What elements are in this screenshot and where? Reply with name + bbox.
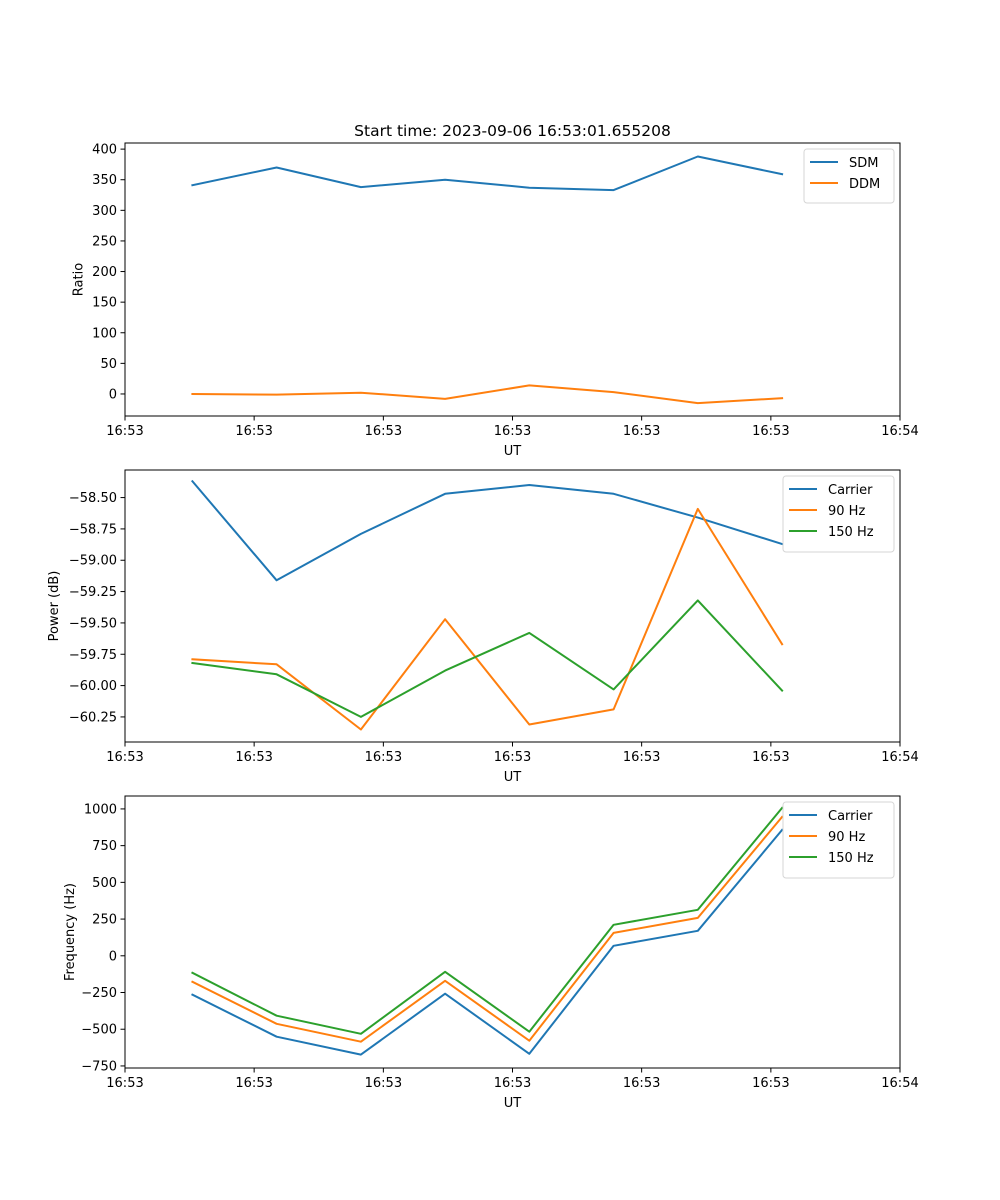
series-line-carrier [190, 479, 784, 582]
x-tick-label: 16:54 [881, 750, 918, 765]
x-tick-label: 16:53 [365, 424, 402, 439]
legend-label: Carrier [828, 809, 873, 824]
legend: Carrier 90 Hz 150 Hz [782, 801, 895, 879]
y-tick-label: 350 [92, 173, 117, 188]
y-tick-label: −59.75 [69, 648, 117, 663]
series-line-sdm [191, 155, 784, 192]
x-tick-label: 16:53 [365, 1076, 402, 1091]
y-tick-label: −59.25 [69, 585, 117, 600]
y-tick-label: −60.25 [69, 710, 117, 725]
legend-label: 90 Hz [828, 830, 865, 845]
y-tick-label: 0 [109, 949, 117, 964]
y-tick-label: 250 [92, 234, 117, 249]
x-tick-label: 16:53 [494, 424, 531, 439]
subplot-1: 16:53 16:53 16:53 16:53 16:53 16:53 16:54 UT 0 50… [71, 142, 919, 459]
x-tick-label: 16:53 [235, 750, 272, 765]
y-tick-label: 300 [92, 204, 117, 219]
legend-box [782, 801, 895, 879]
subplot-3: 16:53 16:53 16:53 16:53 16:53 16:53 16:54 UT −75… [63, 795, 919, 1111]
y-tick-label: 250 [92, 913, 117, 928]
series-line-carrier [191, 828, 784, 1056]
x-tick-label: 16:54 [881, 1076, 918, 1091]
y-axis-label: Ratio [71, 263, 86, 296]
x-tick-label: 16:53 [106, 750, 143, 765]
y-tick-label: 500 [92, 876, 117, 891]
legend-label: 150 Hz [828, 851, 874, 866]
series-line-150-hz [191, 599, 784, 718]
y-tick-label: −58.50 [69, 491, 117, 506]
y-tick-label: 1000 [84, 802, 117, 817]
x-tick-label: 16:53 [365, 750, 402, 765]
x-tick-label: 16:53 [106, 424, 143, 439]
x-tick-label: 16:53 [623, 1076, 660, 1091]
y-tick-label: −750 [81, 1059, 117, 1074]
y-tick-label: 100 [92, 326, 117, 341]
x-tick-label: 16:53 [494, 1076, 531, 1091]
y-tick-label: 50 [100, 357, 117, 372]
x-tick-label: 16:53 [106, 1076, 143, 1091]
y-tick-label: 150 [92, 296, 117, 311]
x-tick-label: 16:53 [235, 424, 272, 439]
legend-label: DDM [849, 177, 880, 192]
y-tick-label: −59.00 [69, 554, 117, 569]
legend-box [782, 475, 895, 553]
y-tick-label: 0 [109, 387, 117, 402]
x-tick-label: 16:53 [752, 424, 789, 439]
x-axis-label: UT [504, 444, 522, 459]
legend-label: Carrier [828, 483, 873, 498]
x-axis-label: UT [504, 1096, 522, 1111]
y-tick-label: −58.75 [69, 522, 117, 537]
subplot-2: 16:53 16:53 16:53 16:53 16:53 16:53 16:54 UT −60… [47, 469, 919, 785]
y-tick-label: −59.50 [69, 616, 117, 631]
legend-label: 90 Hz [828, 504, 865, 519]
y-tick-label: 750 [92, 839, 117, 854]
legend: Carrier 90 Hz 150 Hz [782, 475, 895, 553]
y-axis-label: Frequency (Hz) [63, 883, 78, 981]
x-tick-label: 16:53 [752, 750, 789, 765]
x-tick-label: 16:53 [235, 1076, 272, 1091]
series-line-90-hz [191, 507, 784, 731]
y-tick-label: −500 [81, 1023, 117, 1038]
x-tick-label: 16:53 [623, 750, 660, 765]
x-tick-label: 16:53 [494, 750, 531, 765]
y-tick-label: −60.00 [69, 679, 117, 694]
x-tick-label: 16:54 [881, 424, 918, 439]
series-line-90-hz [191, 815, 784, 1043]
series-line-ddm [191, 384, 784, 405]
y-tick-label: 400 [92, 143, 117, 158]
x-tick-label: 16:53 [752, 1076, 789, 1091]
series-line-150-hz [191, 806, 784, 1035]
y-axis-label: Power (dB) [47, 571, 62, 642]
plots-container: 16:53 16:53 16:53 16:53 16:53 16:53 16:54 UT 0 50… [47, 142, 919, 1111]
legend-label: 150 Hz [828, 525, 874, 540]
legend: SDM DDM [803, 148, 895, 204]
figure-title: Start time: 2023-09-06 16:53:01.655208 [354, 122, 671, 140]
legend-label: SDM [849, 156, 878, 171]
x-tick-label: 16:53 [623, 424, 660, 439]
y-tick-label: −250 [81, 986, 117, 1001]
y-tick-label: 200 [92, 265, 117, 280]
x-axis-label: UT [504, 770, 522, 785]
